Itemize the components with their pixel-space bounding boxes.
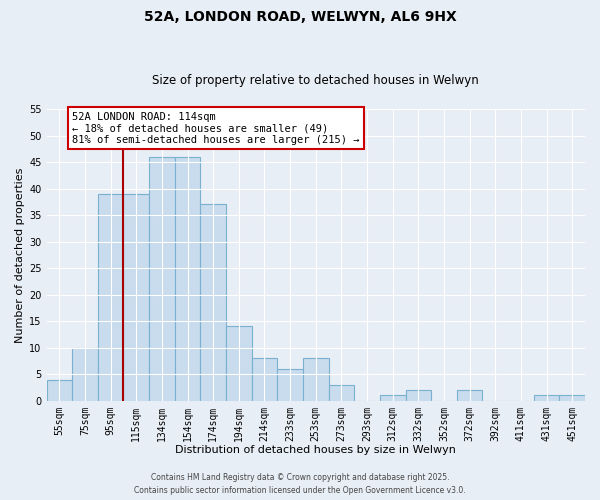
Bar: [457, 390, 482, 400]
X-axis label: Distribution of detached houses by size in Welwyn: Distribution of detached houses by size …: [175, 445, 456, 455]
Text: Contains HM Land Registry data © Crown copyright and database right 2025.
Contai: Contains HM Land Registry data © Crown c…: [134, 474, 466, 495]
Title: Size of property relative to detached houses in Welwyn: Size of property relative to detached ho…: [152, 74, 479, 87]
Bar: [380, 396, 406, 400]
Bar: [406, 390, 431, 400]
Bar: [251, 358, 277, 401]
Bar: [149, 156, 175, 400]
Bar: [277, 369, 303, 400]
Bar: [534, 396, 559, 400]
Bar: [124, 194, 149, 400]
Bar: [98, 194, 124, 400]
Bar: [72, 348, 98, 401]
Bar: [200, 204, 226, 400]
Bar: [226, 326, 251, 400]
Bar: [303, 358, 329, 401]
Bar: [329, 385, 354, 400]
Bar: [47, 380, 72, 400]
Text: 52A LONDON ROAD: 114sqm
← 18% of detached houses are smaller (49)
81% of semi-de: 52A LONDON ROAD: 114sqm ← 18% of detache…: [72, 112, 359, 145]
Bar: [559, 396, 585, 400]
Y-axis label: Number of detached properties: Number of detached properties: [15, 167, 25, 342]
Bar: [175, 156, 200, 400]
Text: 52A, LONDON ROAD, WELWYN, AL6 9HX: 52A, LONDON ROAD, WELWYN, AL6 9HX: [143, 10, 457, 24]
